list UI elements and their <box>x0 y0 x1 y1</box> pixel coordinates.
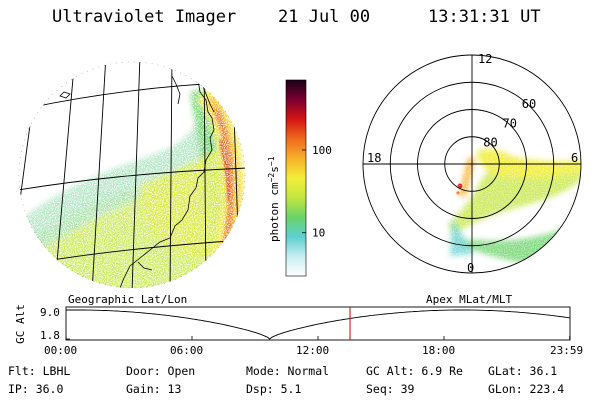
time-tick-0600: 06:00 <box>170 344 204 357</box>
mode-status: Mode: Normal <box>246 364 330 378</box>
colorbar-unit-label: photon cm−2s−1 <box>267 156 281 242</box>
gain-status: Gain: 13 <box>126 382 182 396</box>
dsp-status: Dsp: 5.1 <box>246 382 302 396</box>
altitude-curve <box>66 309 571 340</box>
altitude-plot: GC Alt <box>14 304 571 344</box>
mlt-label: 18 <box>367 151 381 165</box>
time-tick-1800: 18:00 <box>422 344 456 357</box>
observation-date: 21 Jul 00 <box>278 7 371 27</box>
door-status: Door: Open <box>126 364 196 378</box>
mlat-label: 70 <box>503 116 517 130</box>
glon-status: GLon: 223.4 <box>488 382 565 396</box>
observation-time: 13:31:31 UT <box>428 7 541 27</box>
altitude-ticks <box>65 309 571 340</box>
polar-grid <box>362 54 582 274</box>
colorbar-tick-label: 100 <box>312 144 332 157</box>
altitude-tick-max: 9.0 <box>40 306 60 319</box>
altitude-tick-min: 1.8 <box>40 329 60 342</box>
glat-status: GLat: 36.1 <box>488 364 558 378</box>
time-tick-1200: 12:00 <box>296 344 330 357</box>
filter-status: Flt: LBHL <box>8 364 71 378</box>
time-tick-2359: 23:59 <box>550 344 584 357</box>
mlat-label: 80 <box>483 136 497 150</box>
geographic-caption: Geographic Lat/Lon <box>68 293 188 306</box>
geographic-earth-image <box>18 61 246 289</box>
mlat-label: 60 <box>522 97 536 111</box>
ip-status: IP: 36.0 <box>8 382 64 396</box>
mlt-label: 12 <box>478 52 492 66</box>
altitude-axis-label: GC Alt <box>14 304 27 344</box>
colorbar-ticks: 100 10 <box>302 144 332 240</box>
instrument-title: Ultraviolet Imager <box>52 7 237 27</box>
sequence-status: Seq: 39 <box>366 382 415 396</box>
time-tick-0000: 00:00 <box>44 344 78 357</box>
mlt-label: 6 <box>571 151 578 165</box>
gc-altitude-status: GC Alt: 6.9 Re <box>366 364 463 378</box>
mlt-label: 0 <box>467 261 474 275</box>
colorbar: 100 10 photon cm−2s−1 <box>267 79 332 277</box>
apex-caption: Apex MLat/MLT <box>426 293 513 306</box>
colorbar-tick-label: 10 <box>312 227 325 240</box>
